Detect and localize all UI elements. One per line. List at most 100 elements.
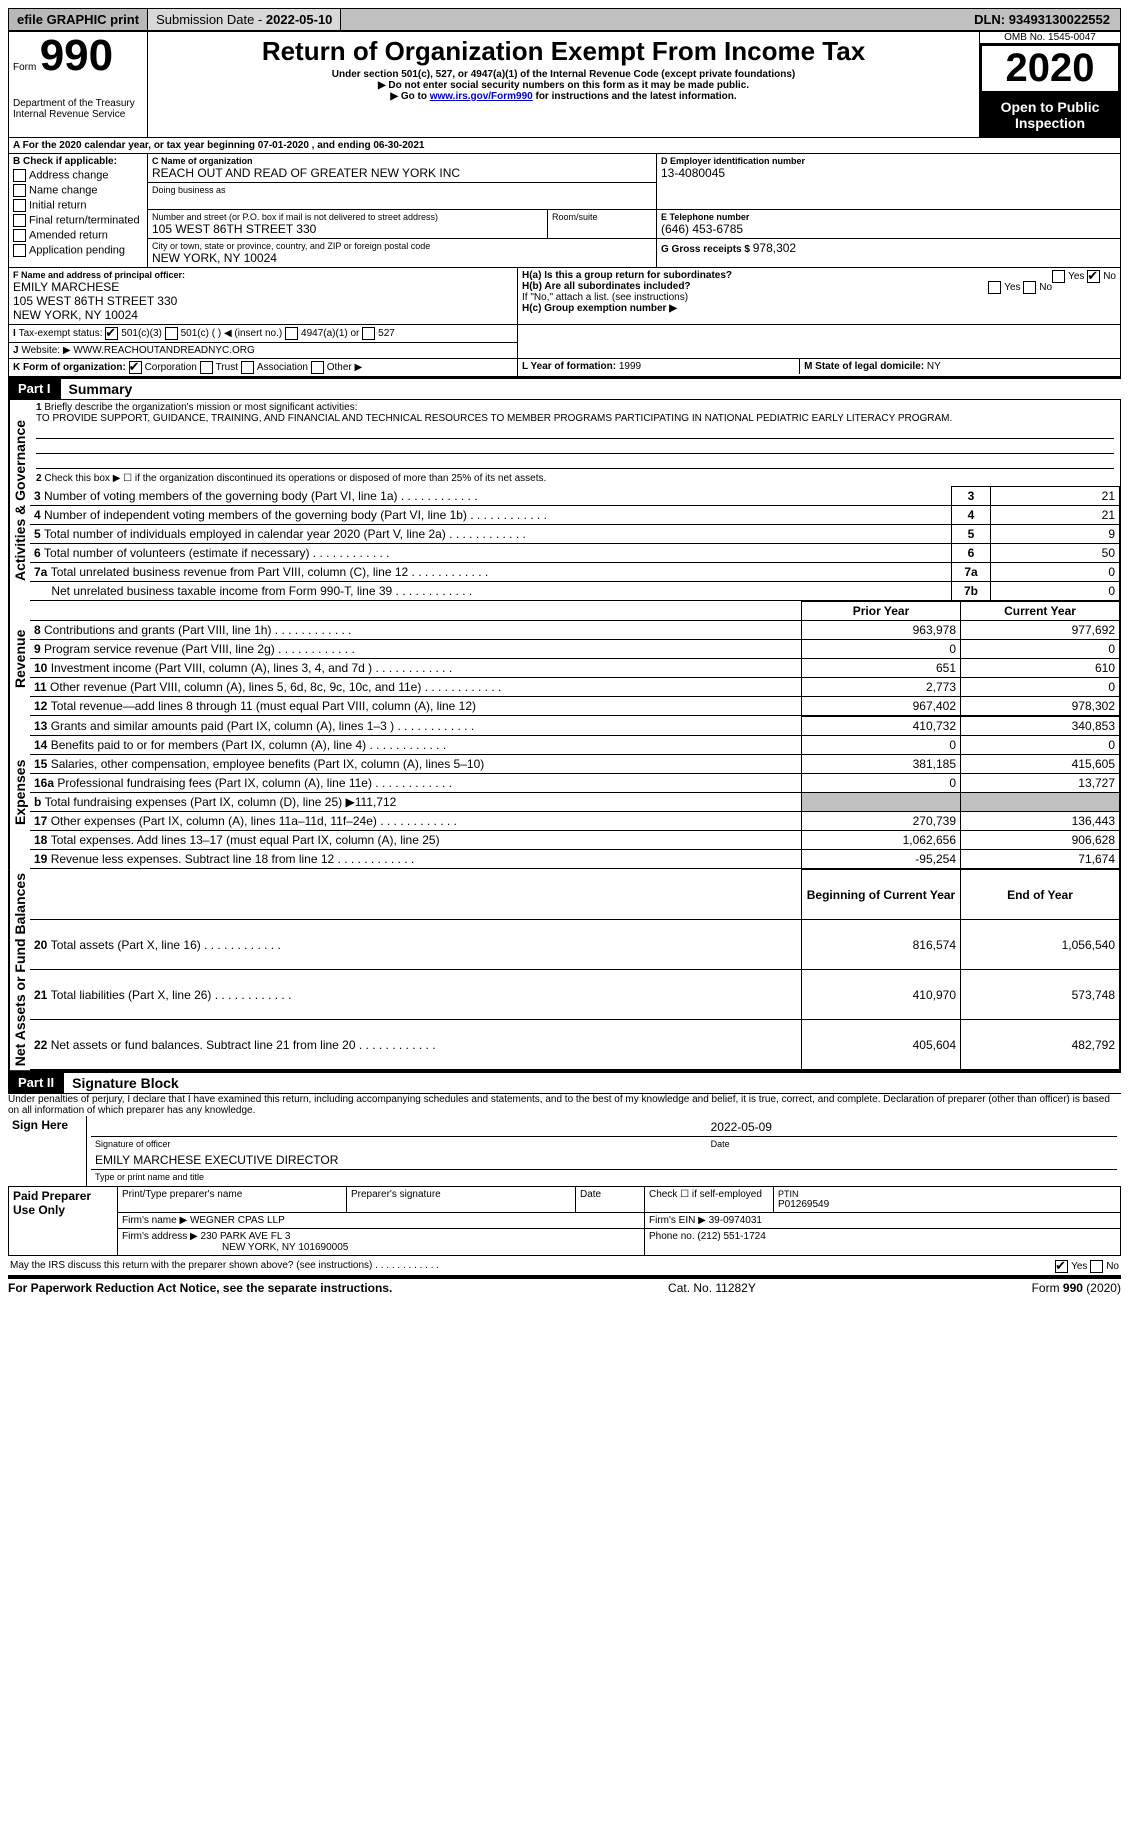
table-row: 9 Program service revenue (Part VIII, li…	[30, 640, 1120, 659]
revenue-table: bPrior YearCurrent Year 8 Contributions …	[30, 601, 1120, 716]
prep-sig-label: Preparer's signature	[347, 1187, 576, 1213]
form-number: 990	[40, 31, 113, 80]
part2-badge: Part II	[8, 1073, 64, 1093]
hc-row: H(c) Group exemption number ▶	[522, 303, 1116, 314]
governance-section: Activities & Governance 1 Briefly descri…	[8, 400, 1121, 601]
street-address: 105 WEST 86TH STREET 330	[152, 222, 543, 236]
sign-here-block: Sign Here 2022-05-09 Signature of office…	[8, 1116, 1121, 1187]
firm-city: NEW YORK, NY 101690005	[222, 1242, 348, 1253]
k-other[interactable]	[311, 361, 324, 374]
table-row: 14 Benefits paid to or for members (Part…	[30, 736, 1120, 755]
k-trust[interactable]	[200, 361, 213, 374]
netassets-table: Beginning of Current YearEnd of Year 20 …	[30, 869, 1120, 1070]
table-row: 5 Total number of individuals employed i…	[30, 525, 1120, 544]
sig-date-val: 2022-05-09	[707, 1118, 1117, 1137]
j-label: Website: ▶	[21, 345, 70, 356]
check-initial-return[interactable]	[13, 199, 26, 212]
room-label: Room/suite	[552, 212, 652, 222]
ein: 13-4080045	[661, 166, 1116, 180]
g-label: G Gross receipts $	[661, 244, 753, 255]
top-bar: efile GRAPHIC print Submission Date - 20…	[8, 8, 1121, 31]
ptin: P01269549	[778, 1199, 1116, 1210]
prep-date-label: Date	[576, 1187, 645, 1213]
table-row: 18 Total expenses. Add lines 13–17 (must…	[30, 831, 1120, 850]
form-title: Return of Organization Exempt From Incom…	[152, 36, 975, 67]
table-row: 13 Grants and similar amounts paid (Part…	[30, 717, 1120, 736]
check-name-change[interactable]	[13, 184, 26, 197]
year-formation: 1999	[619, 361, 641, 372]
hb-row: H(b) Are all subordinates included? Yes …	[522, 281, 1116, 292]
gross-receipts: 978,302	[753, 241, 796, 255]
i-501c[interactable]	[165, 327, 178, 340]
i-label: Tax-exempt status:	[19, 328, 103, 339]
check-final-return[interactable]	[13, 214, 26, 227]
table-row: 7a Total unrelated business revenue from…	[30, 563, 1120, 582]
k-label: K Form of organization:	[13, 362, 126, 373]
netassets-section: Net Assets or Fund Balances Beginning of…	[8, 869, 1121, 1071]
ha-yes[interactable]	[1052, 270, 1065, 283]
sign-here-label: Sign Here	[8, 1116, 87, 1187]
state-domicile: NY	[927, 361, 941, 372]
ha-row: H(a) Is this a group return for subordin…	[522, 270, 1116, 281]
check-amended[interactable]	[13, 229, 26, 242]
i-4947[interactable]	[285, 327, 298, 340]
ha-no[interactable]	[1087, 270, 1100, 283]
discuss-no[interactable]	[1090, 1260, 1103, 1273]
form-note2: ▶ Go to www.irs.gov/Form990 for instruct…	[152, 91, 975, 102]
table-row: 19 Revenue less expenses. Subtract line …	[30, 850, 1120, 869]
e-label: E Telephone number	[661, 212, 1116, 222]
discuss-yes[interactable]	[1055, 1260, 1068, 1273]
table-row: 6 Total number of volunteers (estimate i…	[30, 544, 1120, 563]
part2-header-row: Part II Signature Block	[8, 1071, 1121, 1094]
table-row: 15 Salaries, other compensation, employe…	[30, 755, 1120, 774]
discuss-row: May the IRS discuss this return with the…	[8, 1256, 1121, 1277]
form-header: Form 990 Department of the Treasury Inte…	[8, 31, 1121, 138]
dept-treasury: Department of the Treasury Internal Reve…	[13, 98, 143, 120]
mission-label: Briefly describe the organization's miss…	[44, 402, 357, 413]
part1-header-row: Part I Summary	[8, 377, 1121, 400]
cat-no: Cat. No. 11282Y	[668, 1281, 756, 1295]
website: WWW.REACHOUTANDREADNYC.ORG	[73, 345, 254, 356]
tax-year: 2020	[980, 44, 1120, 93]
dba-label: Doing business as	[152, 185, 652, 195]
table-row: 11 Other revenue (Part VIII, column (A),…	[30, 678, 1120, 697]
hb-no[interactable]	[1023, 281, 1036, 294]
dln: DLN: 93493130022552	[966, 9, 1120, 30]
table-row: 4 Number of independent voting members o…	[30, 506, 1120, 525]
table-row: 20 Total assets (Part X, line 16)816,574…	[30, 920, 1120, 970]
part1-title: Summary	[61, 379, 141, 399]
city-label: City or town, state or province, country…	[152, 241, 652, 251]
paperwork-notice: For Paperwork Reduction Act Notice, see …	[8, 1281, 392, 1295]
table-row: 16a Professional fundraising fees (Part …	[30, 774, 1120, 793]
tax-year-line: A For the 2020 calendar year, or tax yea…	[8, 138, 1121, 154]
efile-print-button[interactable]: efile GRAPHIC print	[9, 9, 148, 30]
k-assoc[interactable]	[241, 361, 254, 374]
check-application-pending[interactable]	[13, 244, 26, 257]
check-address-change[interactable]	[13, 169, 26, 182]
f-label: F Name and address of principal officer:	[13, 270, 513, 280]
k-corp[interactable]	[129, 361, 142, 374]
i-501c3[interactable]	[105, 327, 118, 340]
table-row: 12 Total revenue—add lines 8 through 11 …	[30, 697, 1120, 716]
hb-yes[interactable]	[988, 281, 1001, 294]
omb-number: OMB No. 1545-0047	[980, 32, 1120, 44]
section-b-label: B Check if applicable:	[13, 156, 143, 167]
d-label: D Employer identification number	[661, 156, 1116, 166]
applicable-checks: Address change Name change Initial retur…	[13, 169, 143, 257]
table-row: 3 Number of voting members of the govern…	[30, 487, 1120, 506]
i-527[interactable]	[362, 327, 375, 340]
table-row: b Total fundraising expenses (Part IX, c…	[30, 793, 1120, 812]
form-ref: Form 990 (2020)	[1032, 1281, 1121, 1295]
addr-label: Number and street (or P.O. box if mail i…	[152, 212, 543, 222]
sig-date-label: Date	[707, 1137, 1117, 1152]
vlabel-expenses: Expenses	[9, 716, 30, 869]
form-note1: ▶ Do not enter social security numbers o…	[152, 80, 975, 91]
declaration: Under penalties of perjury, I declare th…	[8, 1094, 1121, 1116]
entity-info: B Check if applicable: Address change Na…	[8, 154, 1121, 268]
officer-addr2: NEW YORK, NY 10024	[13, 308, 513, 322]
officer-name: EMILY MARCHESE	[13, 280, 513, 294]
irs-link[interactable]: www.irs.gov/Form990	[430, 91, 533, 102]
page-footer: For Paperwork Reduction Act Notice, see …	[8, 1277, 1121, 1295]
table-row: 10 Investment income (Part VIII, column …	[30, 659, 1120, 678]
officer-title: EMILY MARCHESE EXECUTIVE DIRECTOR	[91, 1151, 1117, 1170]
